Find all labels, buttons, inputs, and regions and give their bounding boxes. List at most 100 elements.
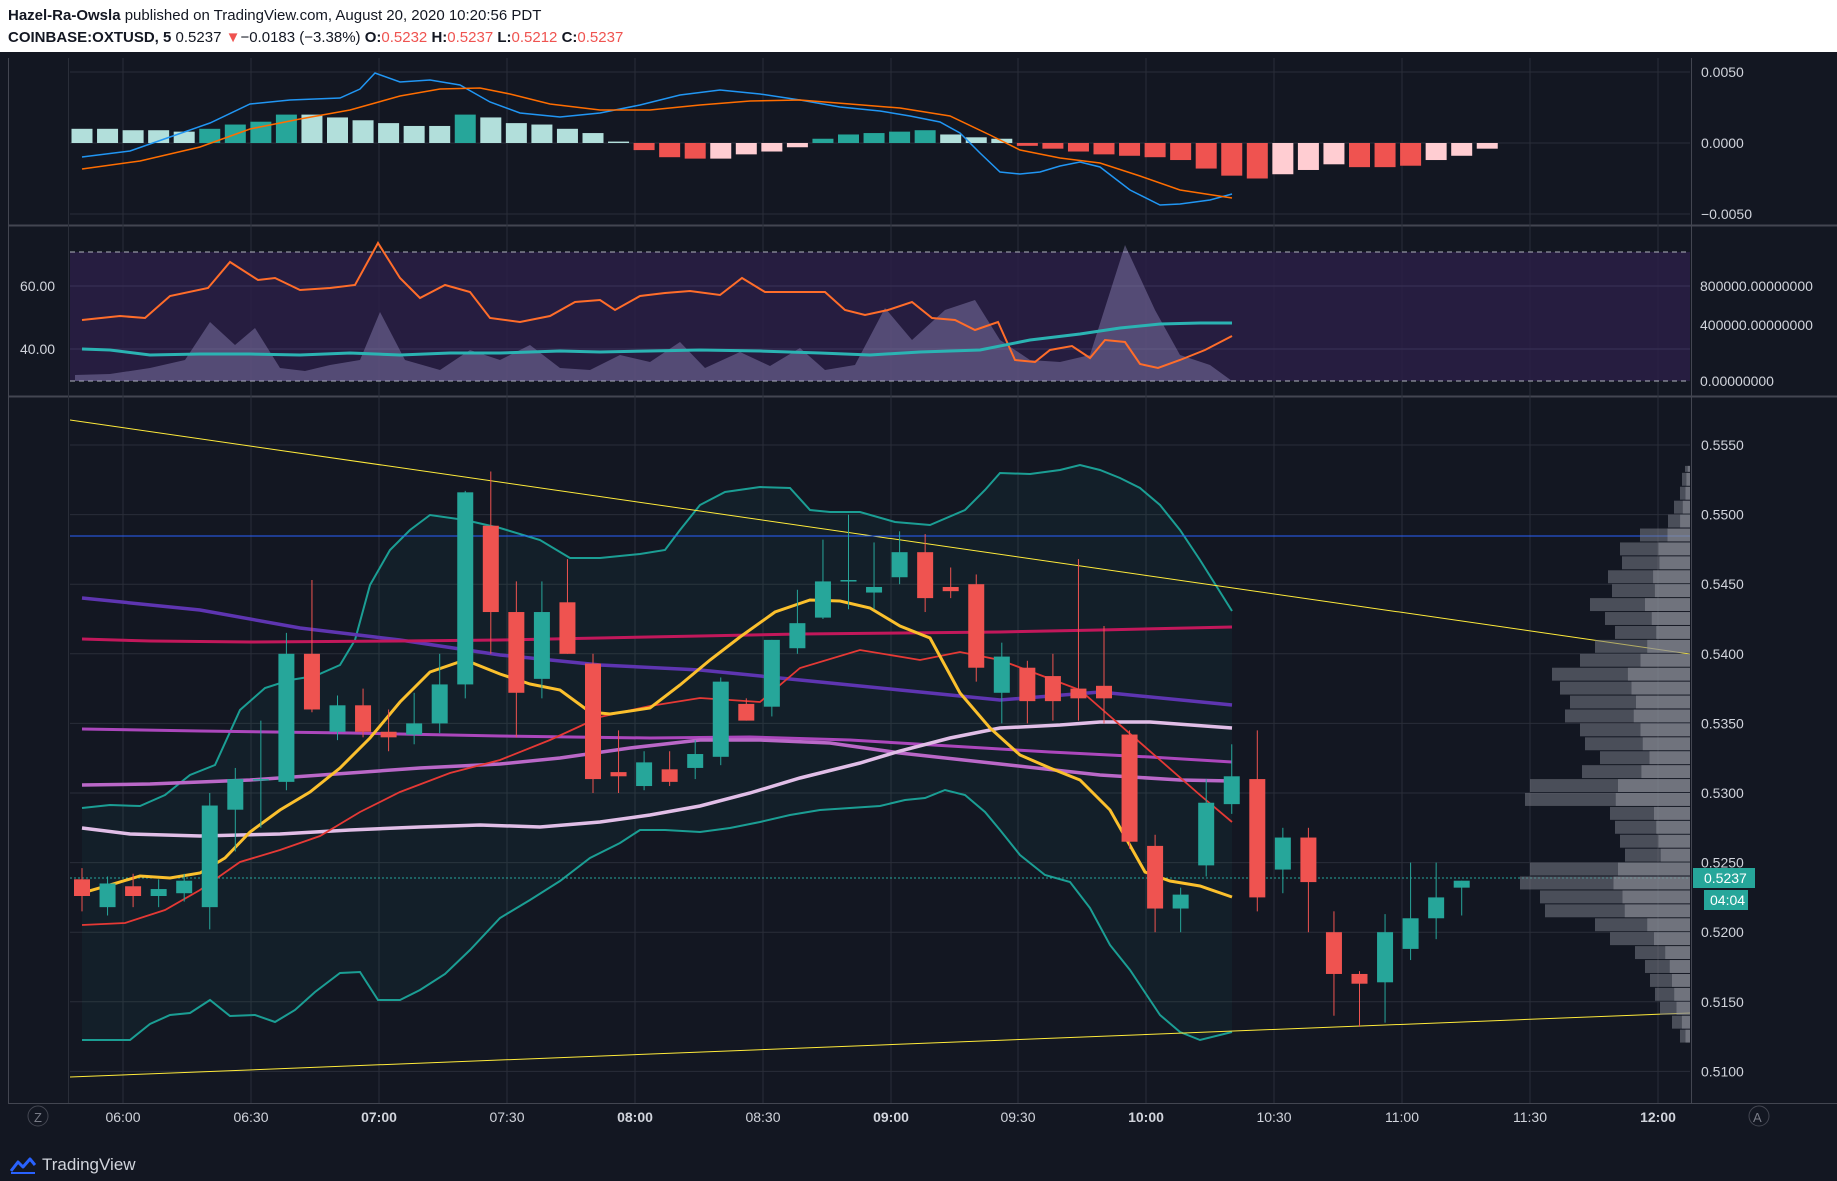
candle-body <box>866 586 883 593</box>
candle-body <box>687 754 704 768</box>
candle-body <box>406 723 423 735</box>
volume-profile-bar <box>1651 612 1690 625</box>
volume-profile-bar <box>1672 973 1690 987</box>
candle-body <box>1300 837 1317 883</box>
right-axis-border <box>1691 58 1692 1103</box>
volume-profile-bar <box>1685 1029 1690 1043</box>
macd-histogram-bar <box>403 125 425 143</box>
volume-profile-bar <box>1656 625 1690 639</box>
macd-axis-label: 0.0000 <box>1701 135 1744 151</box>
last-price-label: 0.5237 <box>1704 870 1747 886</box>
chart-header: Hazel-Ra-Owsla published on TradingView.… <box>0 0 1837 52</box>
macd-histogram-bar <box>1323 143 1345 165</box>
auto-scale-button[interactable]: A <box>1753 1110 1762 1125</box>
macd-histogram-bar <box>914 130 936 143</box>
volume-profile-bar <box>1682 500 1690 514</box>
chart-canvas[interactable]: 0.5550 0.5500 0.5450 0.5400 0.5350 0.5300 0.52… <box>0 52 1837 1148</box>
ma-red <box>81 649 1233 926</box>
left-border <box>8 58 9 1103</box>
candle-body <box>1402 918 1419 949</box>
macd-histogram-bar <box>633 143 655 151</box>
candle-body <box>176 880 193 894</box>
open-label: O: <box>364 29 382 46</box>
macd-histogram-bar <box>1144 143 1166 158</box>
open-value: 0.5232 <box>381 29 428 46</box>
macd-histogram-bar <box>556 128 578 143</box>
ohlc-line: COINBASE:OXTUSD, 5 0.5237 ▼−0.0183 (−3.3… <box>8 29 623 46</box>
macd-histogram-bar <box>1042 143 1064 149</box>
oscillator-panel[interactable] <box>70 241 1690 382</box>
macd-histogram-bar <box>1272 143 1294 175</box>
macd-axis-label: −0.0050 <box>1701 206 1752 222</box>
candle-body <box>1377 932 1394 983</box>
candle-body <box>1351 973 1368 984</box>
price-axis-label: 0.5100 <box>1701 1063 1744 1079</box>
volume-axis-label: 400000.00000000 <box>1700 317 1813 333</box>
bottom-border <box>8 1103 1837 1104</box>
volume-profile-bar <box>1685 465 1690 472</box>
volume-profile-bar <box>1682 472 1690 486</box>
tradingview-brand[interactable]: TradingView <box>10 1155 136 1175</box>
volume-profile-bar <box>1642 737 1690 751</box>
volume-profile-bar <box>1665 946 1690 960</box>
tradingview-logo-icon <box>10 1157 36 1174</box>
macd-axis-label: 0.0050 <box>1701 64 1744 80</box>
macd-histogram-bar <box>889 131 911 143</box>
candle-body <box>252 779 269 781</box>
macd-histogram-bar <box>812 138 834 143</box>
macd-histogram-bar <box>1195 143 1217 169</box>
close-value: 0.5237 <box>577 29 624 46</box>
volume-profile-bar <box>1624 904 1690 918</box>
volume-profile-bar <box>1640 653 1690 667</box>
candle-body <box>610 772 627 777</box>
candle-body <box>1096 685 1112 699</box>
price-axis-label: 0.5400 <box>1701 646 1744 662</box>
symbol-label[interactable]: COINBASE:OXTUSD, 5 <box>8 29 172 46</box>
volume-profile-bar <box>1680 1029 1690 1043</box>
macd-histogram-bar <box>275 114 297 143</box>
volume-profile-bar <box>1660 848 1690 862</box>
macd-histogram-bar <box>786 143 808 148</box>
candle-body <box>508 612 525 693</box>
price-axis-label: 0.5500 <box>1701 507 1744 523</box>
candle-body <box>1453 880 1470 888</box>
macd-panel[interactable] <box>71 72 1498 206</box>
volume-profile <box>1520 465 1690 1043</box>
time-axis-label: 10:00 <box>1128 1109 1164 1125</box>
macd-histogram-bar <box>940 134 962 143</box>
time-axis-label: 07:00 <box>361 1109 397 1125</box>
candle-body <box>533 612 550 679</box>
candle-body <box>1044 676 1061 702</box>
oscillator-axis-label: 60.00 <box>20 278 55 294</box>
time-axis-label: 11:30 <box>1513 1109 1547 1125</box>
price-candles[interactable] <box>74 471 1470 1027</box>
author-name[interactable]: Hazel-Ra-Owsla <box>8 7 121 24</box>
left-axis-border <box>68 58 69 1103</box>
zoom-toggle-button[interactable]: Z <box>34 1110 42 1125</box>
footer: TradingView <box>0 1148 1837 1181</box>
volume-profile-bar <box>1613 876 1690 890</box>
ma-yellow <box>81 598 1233 899</box>
volume-profile-bar <box>1680 486 1690 500</box>
time-axis-label: 07:30 <box>489 1109 524 1125</box>
macd-histogram-bar <box>735 143 757 155</box>
candle-body <box>1249 779 1266 898</box>
macd-histogram-bar <box>1297 143 1319 170</box>
macd-histogram-bar <box>838 134 859 143</box>
candle-body <box>1172 894 1189 909</box>
grid-lines <box>70 58 1690 1103</box>
volume-profile-bar <box>1676 1001 1690 1015</box>
volume-profile-bar <box>1647 918 1690 932</box>
price-axis-label: 0.5550 <box>1701 437 1744 453</box>
macd-histogram-bar <box>1246 143 1268 179</box>
volume-profile-bar <box>1633 709 1690 723</box>
candle-body <box>1274 837 1291 870</box>
time-axis-label: 08:30 <box>745 1109 780 1125</box>
volume-profile-bar <box>1658 834 1690 848</box>
price-axis-label: 0.5350 <box>1701 715 1744 731</box>
candle-body <box>763 639 780 707</box>
volume-profile-bar <box>1636 695 1690 709</box>
price-axis-label: 0.5150 <box>1701 994 1744 1010</box>
volume-profile-bar <box>1681 1015 1690 1029</box>
macd-histogram-bar <box>710 143 732 159</box>
